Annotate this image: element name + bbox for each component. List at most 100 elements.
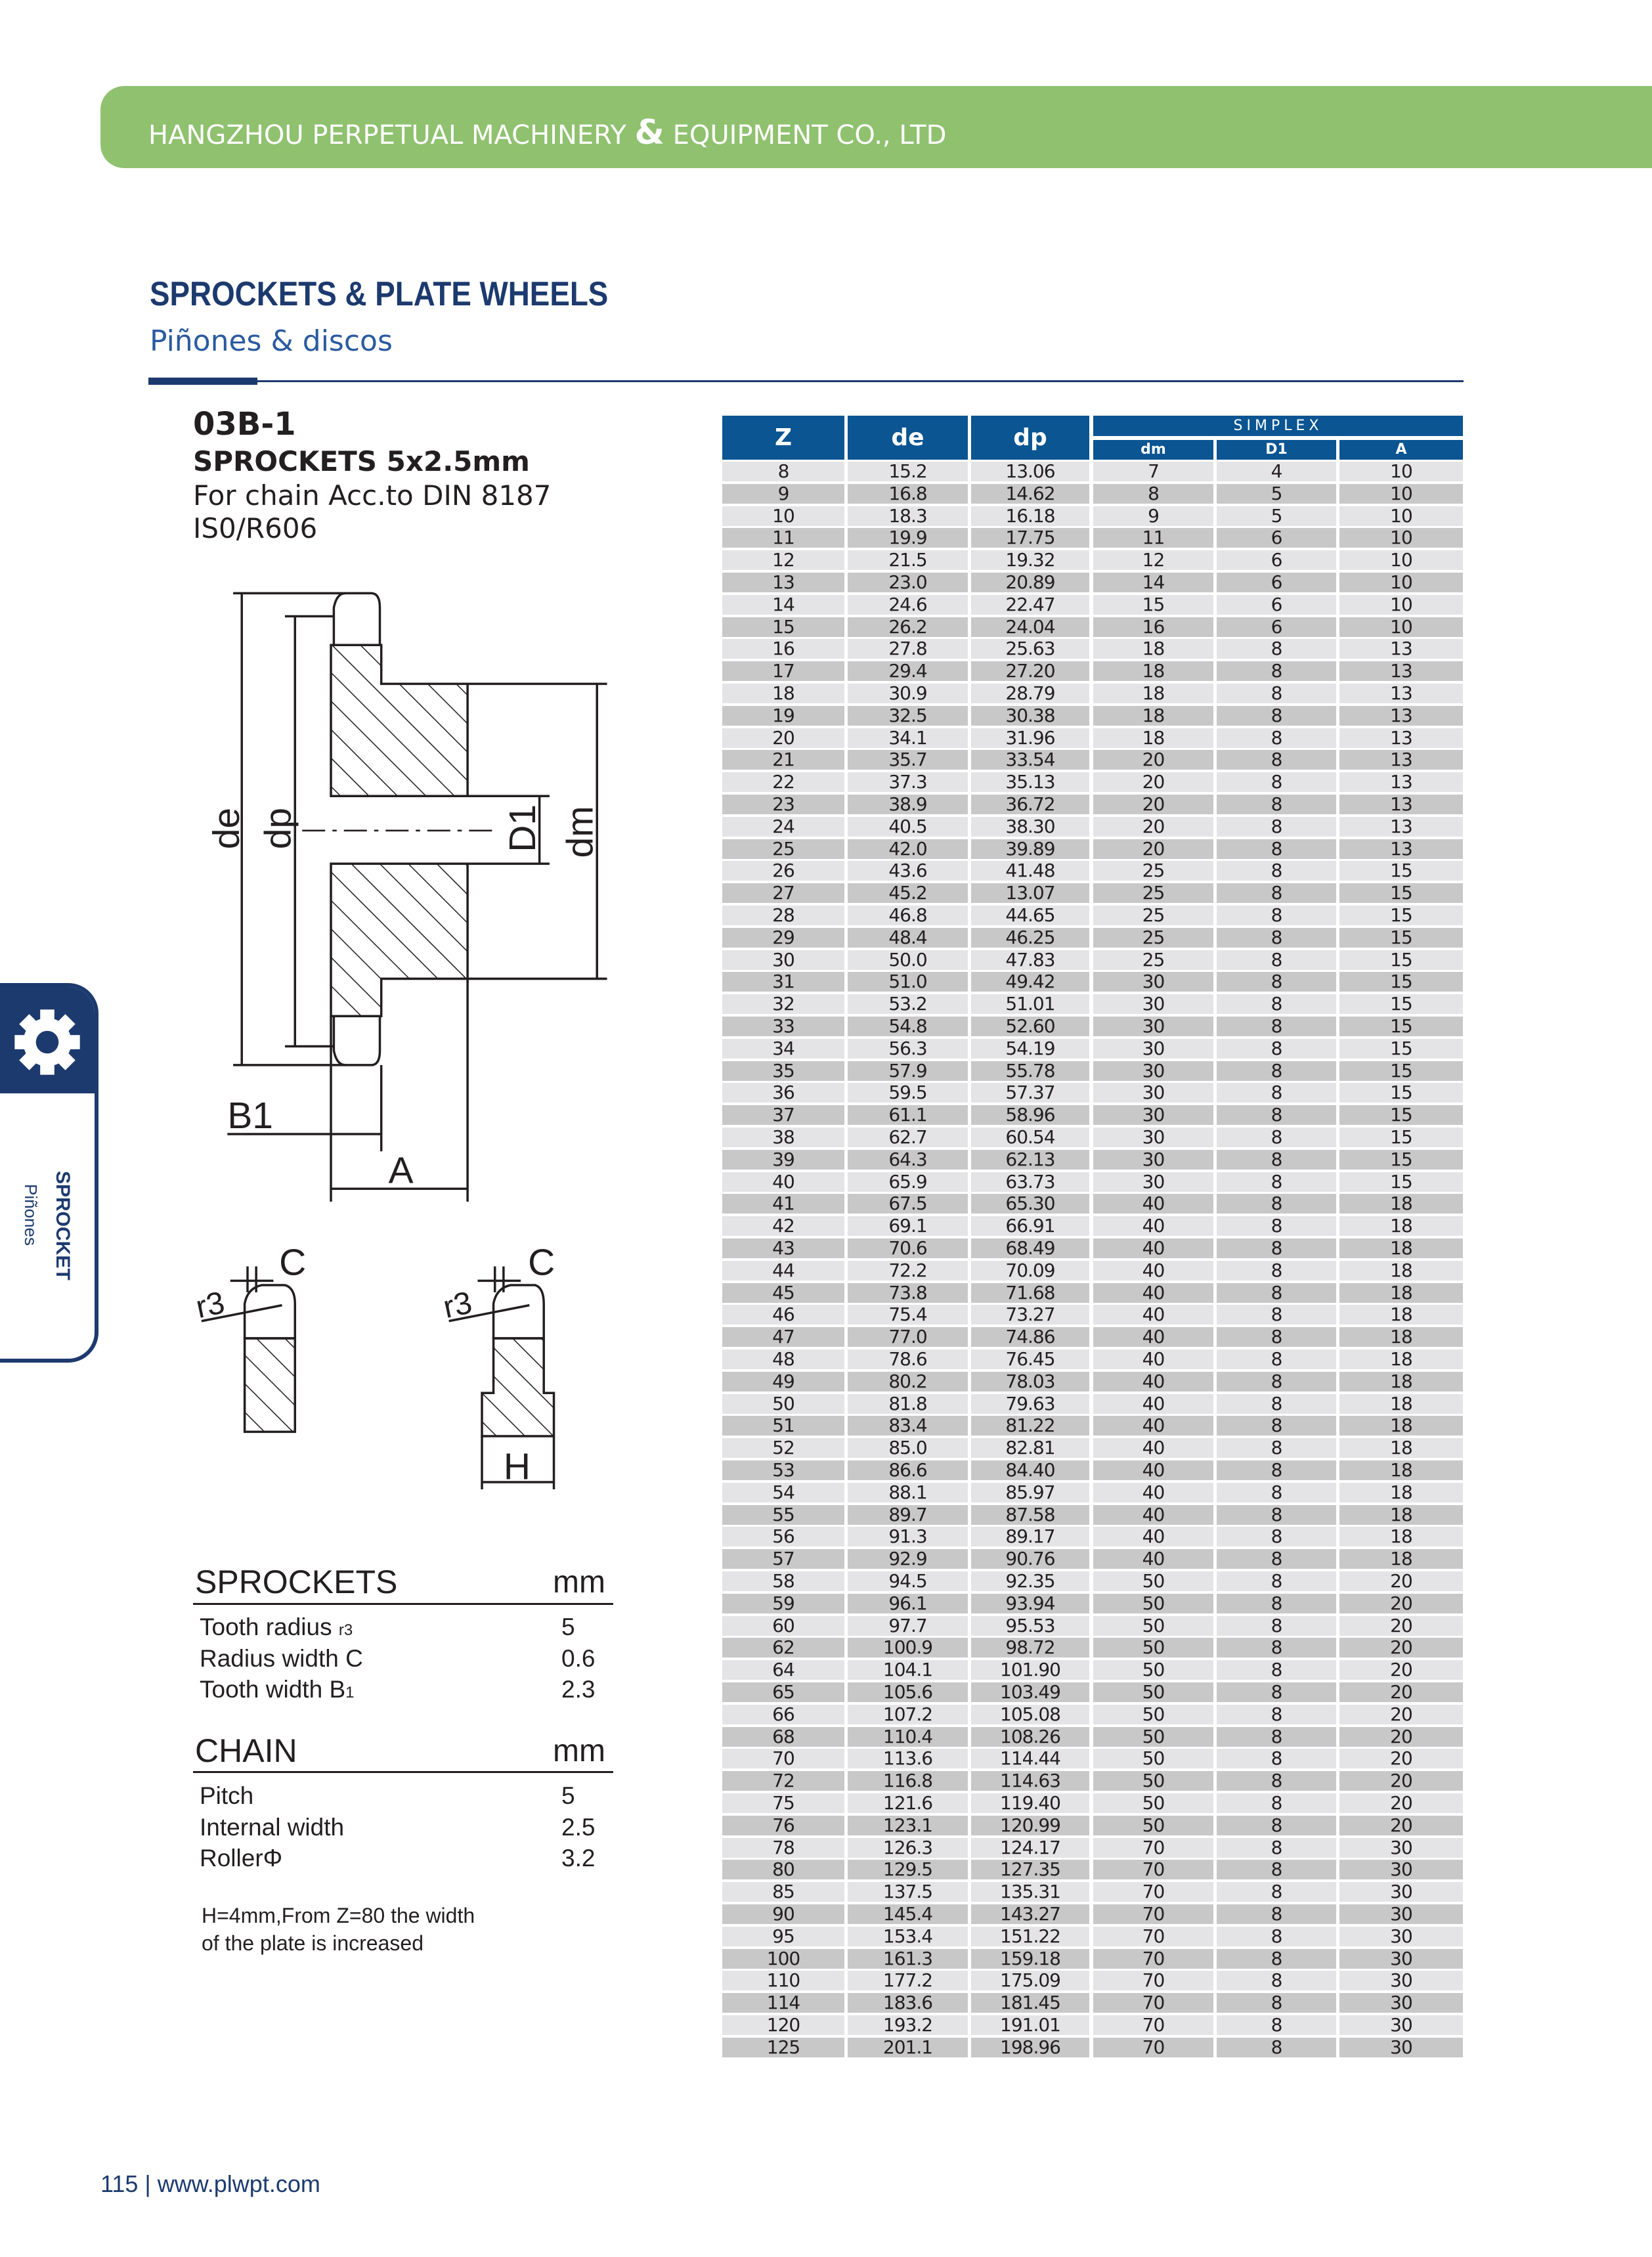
cell-z: 47 bbox=[722, 1327, 844, 1348]
cell-dp: 95.53 bbox=[971, 1615, 1089, 1636]
cell-a: 18 bbox=[1339, 1260, 1463, 1281]
cell-a: 10 bbox=[1339, 617, 1463, 637]
cell-dm: 20 bbox=[1093, 772, 1213, 793]
cell-dm: 7 bbox=[1093, 462, 1213, 481]
cell-a: 20 bbox=[1339, 1793, 1463, 1813]
cell-a: 13 bbox=[1339, 684, 1463, 703]
cell-a: 18 bbox=[1339, 1504, 1463, 1525]
cell-d1: 6 bbox=[1217, 573, 1336, 592]
cell-z: 31 bbox=[722, 972, 844, 992]
cell-a: 15 bbox=[1339, 1105, 1463, 1126]
cell-dm: 18 bbox=[1093, 639, 1213, 659]
cell-d1: 8 bbox=[1217, 1771, 1336, 1791]
cell-z: 57 bbox=[722, 1549, 844, 1569]
cell-dm: 50 bbox=[1093, 1615, 1213, 1636]
cell-d1: 8 bbox=[1217, 861, 1336, 881]
cell-dm: 70 bbox=[1093, 1860, 1213, 1880]
cell-dp: 191.01 bbox=[971, 2015, 1089, 2035]
company-name-part1: HANGZHOU PERPETUAL MACHINERY bbox=[148, 120, 635, 150]
table-row: 95 153.4 151.22 70 8 30 bbox=[722, 1926, 1463, 1946]
cell-z: 38 bbox=[722, 1128, 844, 1147]
cell-a: 15 bbox=[1339, 883, 1463, 904]
cell-a: 18 bbox=[1339, 1282, 1463, 1303]
note-line-1: H=4mm,From Z=80 the width bbox=[202, 1904, 475, 1927]
cell-dp: 46.25 bbox=[971, 927, 1089, 948]
cell-a: 13 bbox=[1339, 839, 1463, 859]
cell-dp: 36.72 bbox=[971, 795, 1089, 814]
cell-a: 30 bbox=[1339, 2037, 1463, 2057]
cell-d1: 8 bbox=[1217, 1438, 1336, 1458]
cell-z: 85 bbox=[722, 1882, 844, 1902]
prop-roller: RollerΦ bbox=[200, 1845, 283, 1872]
cell-dp: 198.96 bbox=[971, 2037, 1089, 2057]
label-a: A bbox=[389, 1149, 414, 1191]
cell-d1: 4 bbox=[1217, 462, 1336, 481]
cell-dp: 35.13 bbox=[971, 772, 1089, 793]
table-row: 34 56.3 54.19 30 8 15 bbox=[722, 1038, 1463, 1059]
cell-a: 20 bbox=[1339, 1615, 1463, 1636]
cell-d1: 8 bbox=[1217, 1527, 1336, 1547]
cell-dp: 33.54 bbox=[971, 750, 1089, 770]
table-header: Z de dp SIMPLEX dm D1 A bbox=[722, 416, 1463, 460]
cell-dm: 40 bbox=[1093, 1549, 1213, 1569]
cell-de: 86.6 bbox=[848, 1460, 968, 1480]
label-c-left: C bbox=[279, 1242, 306, 1284]
table-row: 14 24.6 22.47 15 6 10 bbox=[722, 594, 1463, 615]
cell-d1: 8 bbox=[1217, 1305, 1336, 1325]
cell-dm: 50 bbox=[1093, 1571, 1213, 1591]
cell-dp: 55.78 bbox=[971, 1061, 1089, 1081]
table-row: 100 161.3 159.18 70 8 30 bbox=[722, 1948, 1463, 1969]
table-row: 18 30.9 28.79 18 8 13 bbox=[722, 684, 1463, 703]
cell-a: 18 bbox=[1339, 1549, 1463, 1569]
cell-de: 42.0 bbox=[848, 839, 968, 859]
cell-z: 37 bbox=[722, 1105, 844, 1126]
section-side-tab[interactable]: SPROCKET Piñones bbox=[0, 983, 98, 1363]
table-row: 20 34.1 31.96 18 8 13 bbox=[722, 728, 1463, 748]
cell-de: 40.5 bbox=[848, 816, 968, 837]
cell-z: 16 bbox=[722, 639, 844, 659]
value-pitch: 5 bbox=[561, 1782, 575, 1809]
cell-d1: 8 bbox=[1217, 1105, 1336, 1126]
cell-dm: 70 bbox=[1093, 1904, 1213, 1924]
label-de: de bbox=[206, 808, 248, 849]
website-link[interactable]: www.plwpt.com bbox=[157, 2170, 320, 2197]
table-row: 42 69.1 66.91 40 8 18 bbox=[722, 1216, 1463, 1237]
cell-de: 56.3 bbox=[848, 1038, 968, 1059]
cell-dm: 30 bbox=[1093, 1172, 1213, 1192]
cell-d1: 8 bbox=[1217, 1371, 1336, 1391]
product-model: 03B-1 bbox=[193, 406, 296, 443]
cell-a: 18 bbox=[1339, 1216, 1463, 1237]
cell-a: 10 bbox=[1339, 594, 1463, 615]
table-row: 110 177.2 175.09 70 8 30 bbox=[722, 1971, 1463, 1991]
cell-dp: 84.40 bbox=[971, 1460, 1089, 1480]
table-row: 75 121.6 119.40 50 8 20 bbox=[722, 1793, 1463, 1813]
cell-a: 30 bbox=[1339, 1837, 1463, 1858]
label-c-right: C bbox=[528, 1242, 555, 1284]
header-d1: D1 bbox=[1217, 440, 1336, 460]
cell-z: 18 bbox=[722, 684, 844, 703]
cell-a: 15 bbox=[1339, 1017, 1463, 1036]
cell-dp: 78.03 bbox=[971, 1371, 1089, 1391]
cell-dm: 50 bbox=[1093, 1704, 1213, 1724]
prop-pitch: Pitch bbox=[200, 1782, 254, 1809]
cell-de: 15.2 bbox=[848, 462, 968, 481]
header-banner bbox=[100, 86, 1652, 168]
cell-dm: 30 bbox=[1093, 1038, 1213, 1059]
cell-z: 13 bbox=[722, 573, 844, 592]
cell-d1: 8 bbox=[1217, 661, 1336, 682]
cell-dm: 70 bbox=[1093, 1971, 1213, 1991]
table-row: 11 19.9 17.75 11 6 10 bbox=[722, 528, 1463, 548]
cell-dm: 30 bbox=[1093, 1083, 1213, 1103]
cell-dp: 51.01 bbox=[971, 994, 1089, 1015]
page-footer: 115 | www.plwpt.com bbox=[100, 2170, 320, 2198]
table-row: 80 129.5 127.35 70 8 30 bbox=[722, 1860, 1463, 1880]
company-name: HANGZHOU PERPETUAL MACHINERY & EQUIPMENT… bbox=[148, 113, 946, 152]
cell-dp: 25.63 bbox=[971, 639, 1089, 659]
tooth-profile-right bbox=[492, 1284, 545, 1340]
cell-dm: 25 bbox=[1093, 950, 1213, 970]
cell-dm: 40 bbox=[1093, 1260, 1213, 1281]
cell-z: 51 bbox=[722, 1416, 844, 1436]
cell-dp: 181.45 bbox=[971, 1993, 1089, 2013]
cell-dp: 71.68 bbox=[971, 1282, 1089, 1303]
table-row: 22 37.3 35.13 20 8 13 bbox=[722, 772, 1463, 793]
